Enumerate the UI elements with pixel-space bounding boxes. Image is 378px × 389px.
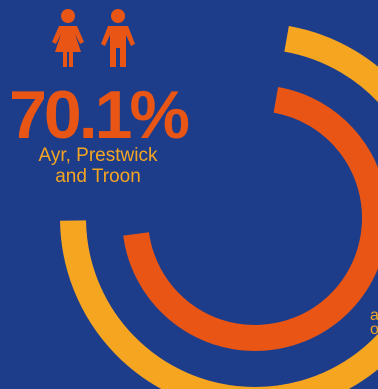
ring-arc-primary [123, 87, 378, 351]
female-person-icon [52, 9, 84, 67]
ring-arc-secondary [60, 25, 378, 389]
percent-value: 70.1% [9, 77, 190, 153]
edge-label-line1: a [370, 307, 378, 324]
area-label-line2: and Troon [55, 166, 141, 187]
edge-label-line2: o [370, 321, 378, 338]
male-person-icon [101, 9, 135, 67]
edge-label: a o [370, 307, 378, 338]
area-label-line1: Ayr, Prestwick [38, 145, 158, 166]
area-label: Ayr, Prestwick and Troon [0, 145, 196, 187]
people-icons [48, 8, 140, 68]
